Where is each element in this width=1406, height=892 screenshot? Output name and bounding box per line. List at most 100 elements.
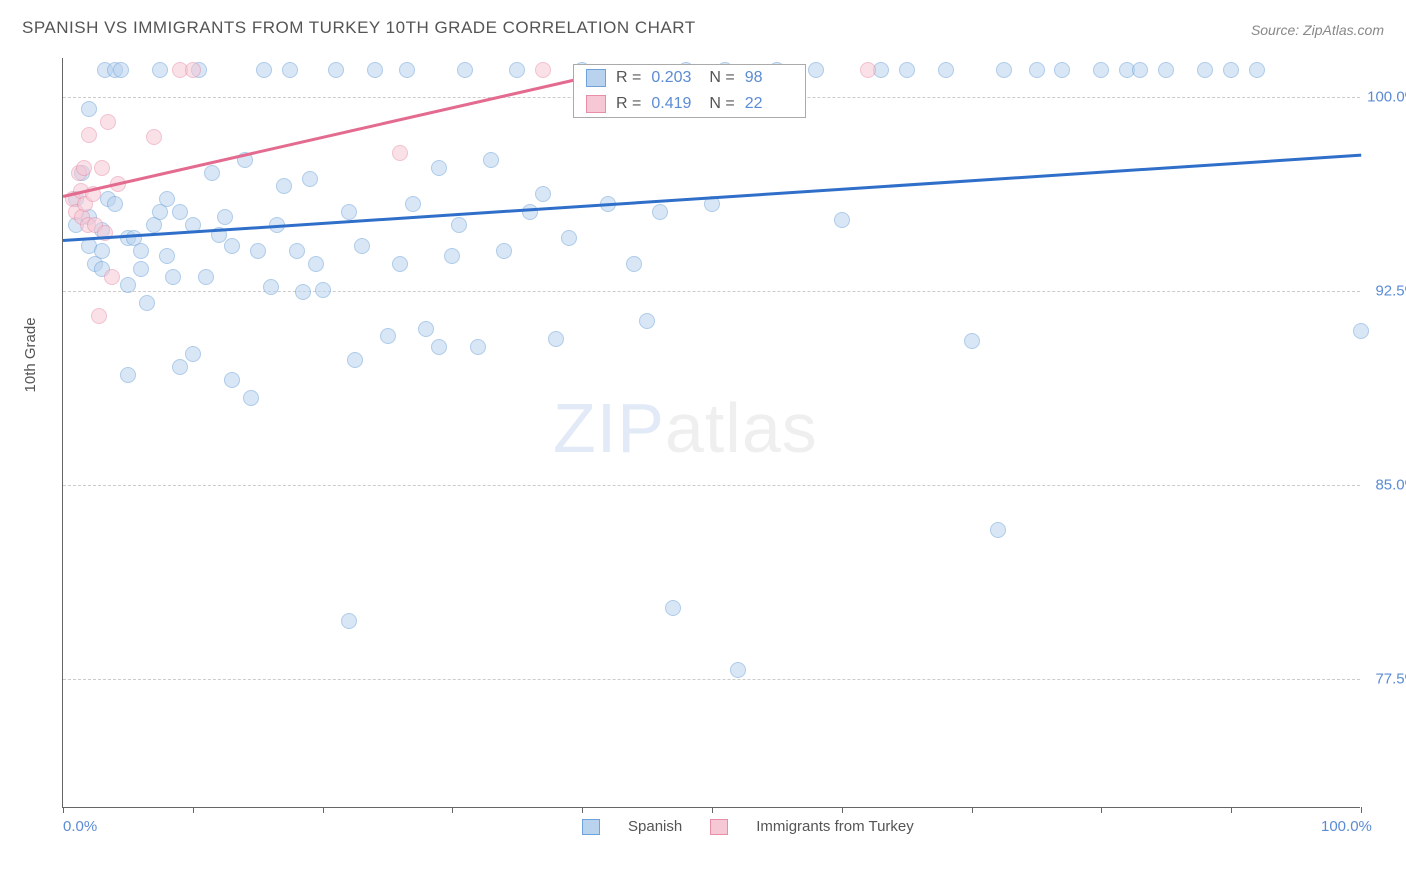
scatter-point [204, 165, 220, 181]
stat-n-label: N = [709, 69, 734, 87]
watermark-light: atlas [665, 389, 818, 467]
scatter-point [1223, 62, 1239, 78]
x-tick [1101, 807, 1102, 813]
scatter-point [172, 204, 188, 220]
stats-box: R =0.203N =98R =0.419N =22 [573, 64, 806, 118]
legend-swatch [586, 69, 606, 87]
stat-n-value: 22 [745, 95, 793, 113]
scatter-point [834, 212, 850, 228]
stat-r-label: R = [616, 69, 641, 87]
scatter-point [165, 269, 181, 285]
scatter-point [405, 196, 421, 212]
gridline [63, 291, 1360, 292]
scatter-point [652, 204, 668, 220]
gridline [63, 679, 1360, 680]
scatter-point [483, 152, 499, 168]
scatter-point [899, 62, 915, 78]
scatter-point [1353, 323, 1369, 339]
plot-area: ZIPatlas 77.5%85.0%92.5%100.0%0.0%100.0%… [62, 58, 1360, 808]
y-tick-label: 100.0% [1366, 88, 1406, 105]
scatter-point [367, 62, 383, 78]
scatter-point [1054, 62, 1070, 78]
x-tick [323, 807, 324, 813]
scatter-point [341, 613, 357, 629]
scatter-point [133, 261, 149, 277]
scatter-point [172, 359, 188, 375]
scatter-point [76, 160, 92, 176]
scatter-point [139, 295, 155, 311]
stats-row: R =0.419N =22 [574, 91, 805, 117]
scatter-point [964, 333, 980, 349]
scatter-point [224, 372, 240, 388]
scatter-point [1249, 62, 1265, 78]
scatter-point [263, 279, 279, 295]
scatter-point [81, 127, 97, 143]
scatter-point [1132, 62, 1148, 78]
scatter-point [185, 62, 201, 78]
scatter-point [626, 256, 642, 272]
source-label: Source: ZipAtlas.com [1251, 22, 1384, 38]
y-tick-label: 85.0% [1366, 476, 1406, 493]
scatter-point [243, 390, 259, 406]
scatter-point [94, 243, 110, 259]
scatter-point [94, 160, 110, 176]
scatter-point [120, 277, 136, 293]
scatter-point [990, 522, 1006, 538]
scatter-point [444, 248, 460, 264]
y-tick-label: 92.5% [1366, 282, 1406, 299]
trend-line [63, 71, 609, 198]
scatter-point [535, 62, 551, 78]
x-tick [193, 807, 194, 813]
x-tick [452, 807, 453, 813]
scatter-point [146, 129, 162, 145]
scatter-point [392, 145, 408, 161]
scatter-point [1158, 62, 1174, 78]
scatter-point [392, 256, 408, 272]
scatter-point [860, 62, 876, 78]
scatter-point [302, 171, 318, 187]
scatter-point [431, 339, 447, 355]
legend-swatch [586, 95, 606, 113]
scatter-point [496, 243, 512, 259]
scatter-point [341, 204, 357, 220]
scatter-point [470, 339, 486, 355]
scatter-point [282, 62, 298, 78]
scatter-point [451, 217, 467, 233]
scatter-point [418, 321, 434, 337]
stats-row: R =0.203N =98 [574, 65, 805, 91]
x-tick-label: 100.0% [1321, 818, 1372, 835]
scatter-point [308, 256, 324, 272]
scatter-point [152, 62, 168, 78]
scatter-point [354, 238, 370, 254]
x-tick [972, 807, 973, 813]
stat-n-label: N = [709, 95, 734, 113]
scatter-point [198, 269, 214, 285]
scatter-point [431, 160, 447, 176]
scatter-point [315, 282, 331, 298]
scatter-point [730, 662, 746, 678]
y-axis-title: 10th Grade [22, 317, 39, 392]
scatter-point [548, 331, 564, 347]
y-tick-label: 77.5% [1366, 670, 1406, 687]
scatter-point [133, 243, 149, 259]
scatter-point [1029, 62, 1045, 78]
scatter-point [104, 269, 120, 285]
scatter-point [217, 209, 233, 225]
scatter-point [522, 204, 538, 220]
scatter-point [91, 308, 107, 324]
scatter-point [107, 196, 123, 212]
gridline [63, 485, 1360, 486]
scatter-point [535, 186, 551, 202]
scatter-point [808, 62, 824, 78]
scatter-point [1093, 62, 1109, 78]
stat-n-value: 98 [745, 69, 793, 87]
legend-swatch [710, 819, 728, 835]
scatter-point [100, 114, 116, 130]
scatter-point [159, 191, 175, 207]
x-tick-label: 0.0% [63, 818, 97, 835]
watermark: ZIPatlas [553, 388, 818, 468]
scatter-point [399, 62, 415, 78]
scatter-point [938, 62, 954, 78]
legend-label: Spanish [628, 818, 682, 835]
scatter-point [328, 62, 344, 78]
